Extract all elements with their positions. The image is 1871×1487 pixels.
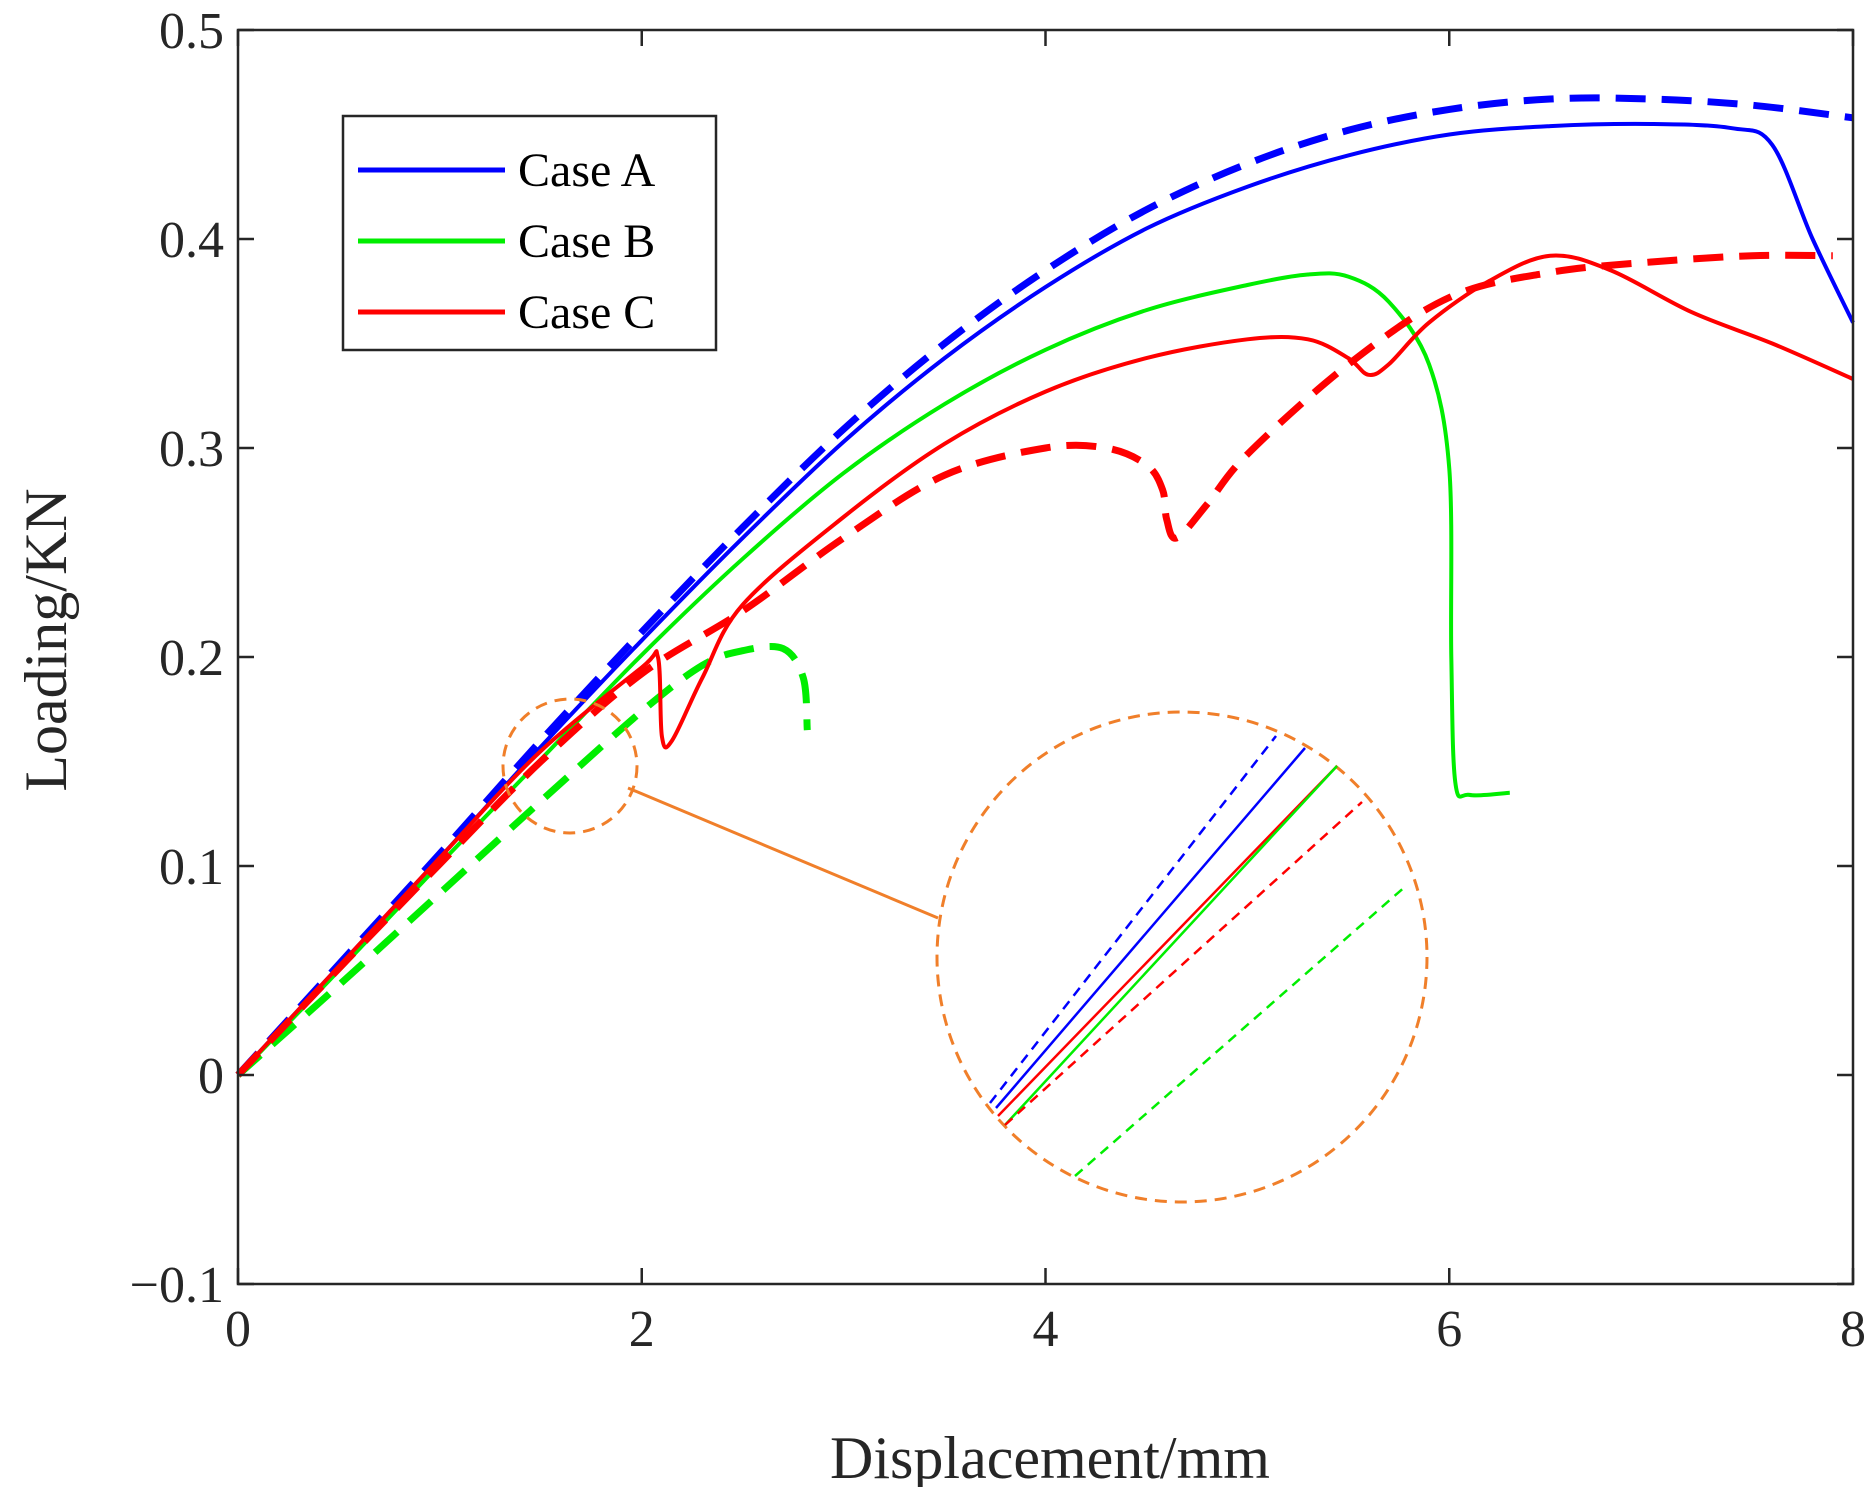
y-axis-title: Loading/KN (13, 488, 79, 791)
x-tick-label: 6 (1436, 1301, 1462, 1358)
legend-label-case-a: Case A (518, 144, 656, 197)
y-tick-label: 0.4 (159, 212, 224, 269)
y-tick-label: 0.2 (159, 630, 224, 687)
series-line-case-b-dashed (235, 643, 811, 1078)
legend-label-case-b: Case B (518, 215, 655, 268)
y-tick-label: 0.1 (159, 839, 224, 896)
axes: 0 2 4 6 8−0.100.10.20.30.40.5 (130, 3, 1866, 1358)
series-line-case-c-dashed (235, 251, 1833, 1078)
zoom-inset-line (1074, 884, 1408, 1177)
zoom-inset-line (989, 735, 1277, 1104)
legend: Case A Case B Case C (341, 114, 718, 352)
x-tick-label: 2 (629, 1301, 655, 1358)
y-tick-label: 0.3 (159, 421, 224, 478)
legend-label-case-c: Case C (518, 286, 655, 339)
zoom-connector-line (627, 786, 939, 920)
y-tick-label: 0 (198, 1048, 224, 1105)
zoom-inset-line (1004, 765, 1338, 1126)
zoom-region-circle (501, 697, 639, 835)
zoom-inset (501, 697, 1429, 1204)
series-line-case-c (236, 253, 1854, 1077)
series-line-case-b (236, 271, 1510, 1077)
x-tick-label: 0 (225, 1301, 251, 1358)
series-line-case-a-dashed (235, 94, 1854, 1078)
zoom-inset-circle (935, 710, 1429, 1204)
x-axis-title: Displacement/mm (830, 1425, 1270, 1487)
x-tick-label: 4 (1033, 1301, 1059, 1358)
zoom-inset-line (997, 765, 1338, 1117)
y-tick-label: −0.1 (130, 1257, 224, 1314)
plot-area (235, 94, 1855, 1078)
y-tick-label: 0.5 (159, 3, 224, 60)
zoom-inset-line (995, 747, 1306, 1109)
x-tick-label: 8 (1840, 1301, 1866, 1358)
zoom-inset-line (1004, 801, 1363, 1126)
